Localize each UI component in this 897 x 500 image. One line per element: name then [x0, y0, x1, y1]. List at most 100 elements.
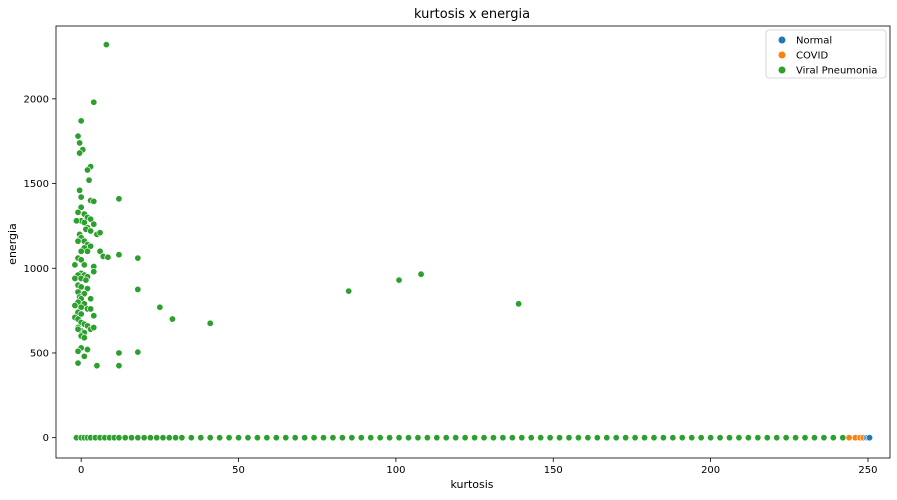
- x-tick-label: 250: [858, 465, 877, 476]
- data-point: [197, 434, 205, 442]
- data-point: [83, 166, 91, 174]
- data-point: [556, 434, 564, 442]
- data-point: [115, 251, 123, 259]
- data-point: [156, 303, 164, 311]
- data-point: [792, 434, 800, 442]
- data-point: [272, 434, 280, 442]
- data-point: [414, 434, 422, 442]
- data-point: [622, 434, 630, 442]
- data-point: [584, 434, 592, 442]
- data-point: [301, 434, 309, 442]
- data-point: [376, 434, 384, 442]
- data-point: [165, 434, 173, 442]
- data-point: [725, 434, 733, 442]
- data-point: [386, 434, 394, 442]
- data-point: [345, 287, 353, 295]
- data-point: [735, 434, 743, 442]
- legend-label: Normal: [796, 36, 832, 47]
- data-point: [96, 247, 104, 255]
- data-point: [367, 434, 375, 442]
- data-point: [417, 270, 425, 278]
- data-point: [134, 254, 142, 262]
- data-point: [128, 434, 136, 442]
- data-point: [85, 176, 93, 184]
- data-point: [115, 349, 123, 357]
- data-point: [115, 362, 123, 370]
- data-point: [471, 434, 479, 442]
- plot-area: [55, 25, 891, 459]
- data-point: [707, 434, 715, 442]
- data-point: [206, 434, 214, 442]
- data-point: [518, 434, 526, 442]
- data-point: [866, 434, 874, 442]
- y-tick-label: 500: [30, 348, 49, 359]
- data-point: [102, 41, 110, 49]
- data-point: [565, 434, 573, 442]
- data-point: [404, 434, 412, 442]
- data-point: [235, 434, 243, 442]
- data-point: [121, 434, 129, 442]
- data-point: [515, 300, 523, 308]
- data-point: [423, 434, 431, 442]
- data-point: [650, 434, 658, 442]
- data-point: [115, 434, 123, 442]
- data-point: [134, 348, 142, 356]
- data-point: [603, 434, 611, 442]
- data-point: [134, 285, 142, 293]
- data-point: [83, 346, 91, 354]
- y-tick-label: 2000: [24, 94, 49, 105]
- data-point: [527, 434, 535, 442]
- data-point: [320, 434, 328, 442]
- data-point: [76, 186, 84, 194]
- data-point: [80, 334, 88, 342]
- data-point: [829, 434, 837, 442]
- data-point: [74, 208, 82, 216]
- data-point: [71, 274, 79, 282]
- data-point: [442, 434, 450, 442]
- x-tick-label: 200: [701, 465, 720, 476]
- data-point: [178, 434, 186, 442]
- data-point: [395, 276, 403, 284]
- data-point: [80, 261, 88, 269]
- data-point: [82, 276, 90, 284]
- data-point: [90, 268, 98, 276]
- data-point: [348, 434, 356, 442]
- data-point: [77, 193, 85, 201]
- data-point: [839, 434, 847, 442]
- data-point: [74, 359, 82, 367]
- data-point: [263, 434, 271, 442]
- axes: 0 50 100 150 200 250 0 500 1000 1500 2000: [24, 94, 878, 476]
- data-point: [87, 305, 95, 313]
- data-point: [395, 434, 403, 442]
- data-point: [763, 434, 771, 442]
- legend-box: [765, 29, 887, 79]
- data-point: [845, 434, 853, 442]
- data-point: [282, 434, 290, 442]
- data-point: [80, 290, 88, 298]
- data-point: [187, 434, 195, 442]
- data-point: [631, 434, 639, 442]
- data-point: [87, 295, 95, 303]
- data-point: [71, 302, 79, 310]
- chart-title: kurtosis x energia: [414, 7, 530, 22]
- data-point: [641, 434, 649, 442]
- data-point: [159, 434, 167, 442]
- data-point: [754, 434, 762, 442]
- data-point: [90, 220, 98, 228]
- y-tick-label: 1500: [24, 179, 49, 190]
- data-point: [433, 434, 441, 442]
- data-point: [71, 261, 79, 269]
- x-tick-label: 0: [78, 465, 84, 476]
- y-tick-label: 0: [43, 433, 49, 444]
- data-point: [508, 434, 516, 442]
- data-point: [104, 253, 112, 261]
- data-point: [810, 434, 818, 442]
- legend-marker: [778, 36, 786, 44]
- data-point: [678, 434, 686, 442]
- data-point: [225, 434, 233, 442]
- data-point: [697, 434, 705, 442]
- data-point: [357, 434, 365, 442]
- data-point: [773, 434, 781, 442]
- x-tick-label: 150: [544, 465, 563, 476]
